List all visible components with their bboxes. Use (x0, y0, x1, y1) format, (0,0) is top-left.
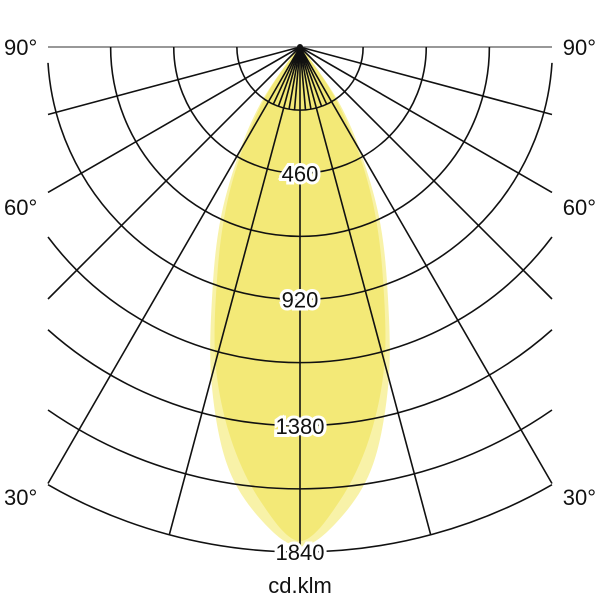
angle-label-left-30: 30° (4, 485, 37, 510)
labels: 90° 60° 30° 90° 60° 30° 460 920 1380 1840 c… (4, 35, 596, 598)
angle-grid-line (277, 46, 301, 107)
unit-label: cd.klm (268, 573, 332, 598)
radial-tick-label: 460 (282, 161, 319, 186)
angle-grid-line (168, 46, 301, 535)
angle-label-right-30: 30° (563, 485, 596, 510)
angle-grid-line (299, 46, 553, 300)
angle-label-right-60: 60° (563, 195, 596, 220)
angle-label-left-60: 60° (4, 195, 37, 220)
angle-grid-line (299, 46, 312, 110)
angle-grid-line (47, 46, 301, 300)
angle-label-left-90: 90° (4, 35, 37, 60)
angle-grid-line (47, 46, 301, 116)
angle-grid-line (288, 46, 301, 110)
angle-grid-line (299, 46, 307, 110)
angle-label-right-90: 90° (563, 35, 596, 60)
angle-grid-line (272, 46, 301, 105)
angle-grid-line (293, 46, 301, 110)
angle-grid-line (299, 46, 323, 107)
angle-grid-line (299, 46, 553, 194)
angle-grid-line (299, 46, 432, 535)
angle-grid-line (47, 46, 301, 194)
radial-tick-label: 920 (282, 288, 319, 313)
radial-tick-label: 1840 (276, 540, 325, 565)
angle-grid-line (47, 46, 301, 484)
radial-tick-label: 1380 (276, 414, 325, 439)
angle-grid-line (299, 46, 328, 105)
center-point (297, 44, 303, 50)
angle-grid-line (299, 46, 553, 484)
polar-grid (47, 44, 553, 553)
angle-grid-line (299, 46, 553, 116)
